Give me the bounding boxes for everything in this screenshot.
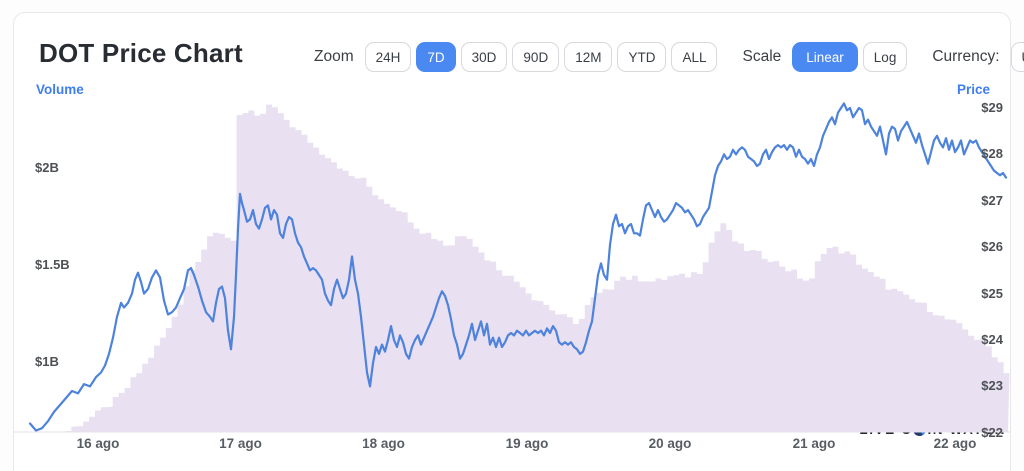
volume-axis-title: Volume — [36, 82, 84, 97]
zoom-label: Zoom — [314, 48, 354, 65]
zoom-button-12m[interactable]: 12M — [564, 42, 613, 72]
currency-button-usd[interactable]: USD — [1010, 42, 1024, 72]
scale-button-linear[interactable]: Linear — [792, 42, 858, 72]
currency-label: Currency: — [932, 48, 1000, 65]
zoom-button-24h[interactable]: 24H — [364, 42, 412, 72]
zoom-button-all[interactable]: ALL — [671, 42, 718, 72]
scale-label: Scale — [742, 48, 782, 65]
page-title: DOT Price Chart — [39, 38, 243, 68]
zoom-button-90d[interactable]: 90D — [512, 42, 560, 72]
chart-toolbar: Zoom 24H 7D 30D 90D 12M YTD ALL Scale Li… — [314, 42, 1024, 72]
zoom-button-30d[interactable]: 30D — [460, 42, 508, 72]
price-axis-title: Price — [956, 82, 990, 97]
volume-area — [36, 104, 1010, 432]
scale-button-log[interactable]: Log — [862, 42, 908, 72]
zoom-button-7d[interactable]: 7D — [416, 42, 456, 72]
zoom-button-ytd[interactable]: YTD — [617, 42, 667, 72]
price-line — [28, 102, 1008, 432]
